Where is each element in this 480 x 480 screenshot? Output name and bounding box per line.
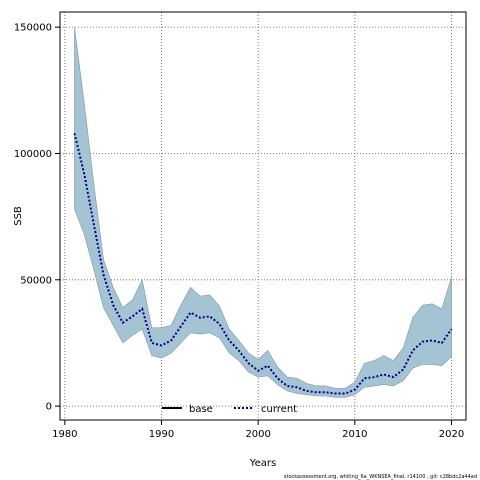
- y-tick-label: 0: [46, 402, 52, 413]
- x-tick-label: 1990: [149, 429, 174, 440]
- x-axis-label: Years: [249, 458, 276, 469]
- y-tick-label: 50000: [20, 275, 52, 286]
- confidence-band-layer: [74, 27, 452, 398]
- y-axis-label: SSB: [13, 206, 24, 226]
- legend: base current: [162, 404, 297, 415]
- legend-label-base: base: [189, 404, 213, 415]
- x-tick-label: 2010: [342, 429, 367, 440]
- axis-ticks: 1980 1990 2000 2010 2020 0 50000 100000 150000: [14, 23, 464, 440]
- legend-label-current: current: [261, 404, 297, 415]
- series-layer: [73, 133, 453, 395]
- plot-frame: [59, 11, 467, 421]
- confidence-band: [74, 27, 452, 398]
- series-line-current: [73, 133, 453, 395]
- x-tick-label: 1980: [52, 429, 77, 440]
- x-tick-label: 2000: [245, 429, 270, 440]
- y-tick-label: 150000: [14, 23, 52, 34]
- y-tick-label: 100000: [14, 149, 52, 160]
- footnote: stockassessment.org, whiting_6a_WKNSEA_f…: [284, 474, 477, 480]
- x-tick-label: 2020: [439, 429, 464, 440]
